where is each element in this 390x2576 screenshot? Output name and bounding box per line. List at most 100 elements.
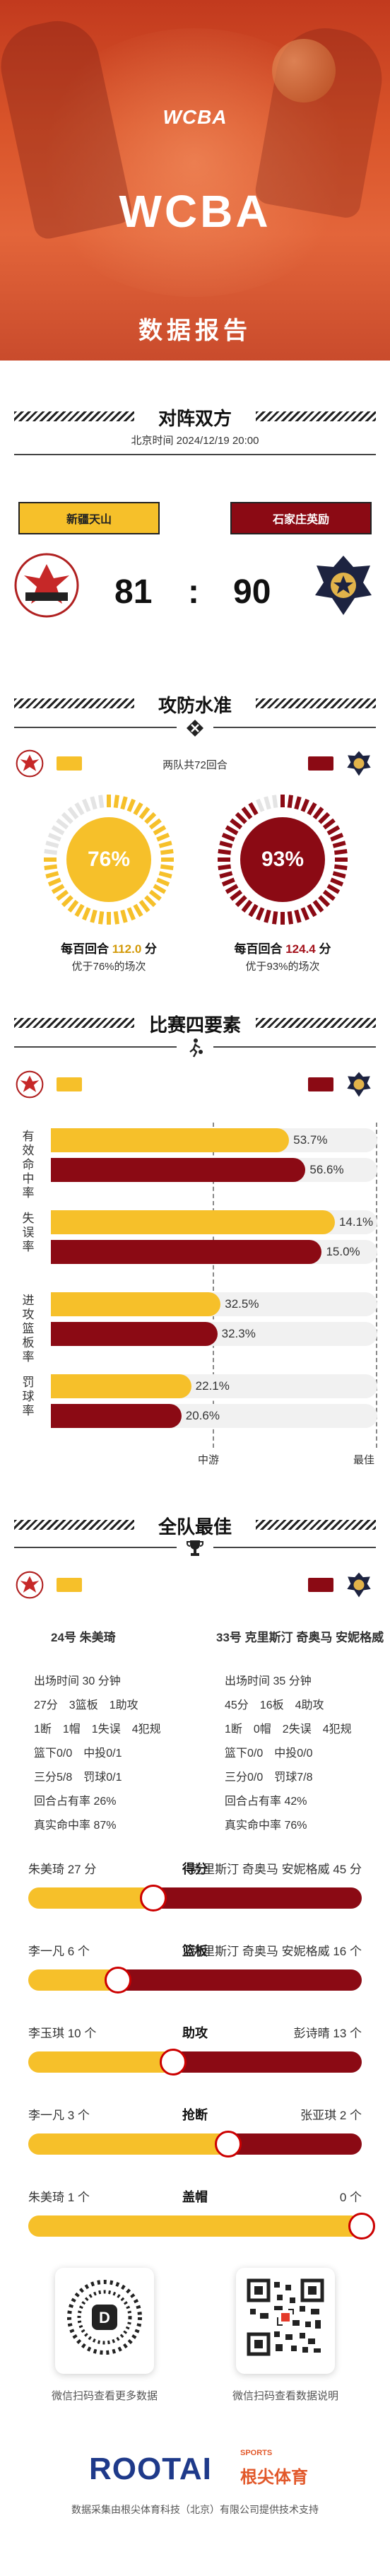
gauge-tick (158, 871, 172, 879)
gauge-tick (160, 849, 174, 855)
compare-stat-label: 盖帽 (182, 2190, 208, 2204)
team2-factor-bar (51, 1158, 306, 1182)
compare-left-player: 李玉琪 10 个 (28, 2027, 97, 2040)
team1-gauge-value: 76% (66, 817, 151, 902)
gauge-tick (126, 798, 136, 812)
player-stat-line: 真实命中率 87% (34, 1820, 117, 1832)
hero-subtitle: 数据报告 (138, 317, 252, 344)
team1-color-swatch (57, 1077, 82, 1091)
compare-stat-label: 抢断 (182, 2108, 208, 2122)
gauge-tick (235, 895, 247, 908)
section-hatch-left (14, 1520, 134, 1530)
section-hatch-right (256, 411, 376, 421)
gauge-tick (153, 884, 167, 894)
gauge-tick (318, 812, 331, 824)
offense-defense-title: 攻防水准 (158, 695, 232, 716)
compare-bar (28, 2051, 362, 2073)
gauge-tick (221, 877, 235, 886)
gauge-tick (248, 802, 259, 816)
team1-per100-unit: 分 (145, 942, 158, 956)
player-stat-line: 三分5/8 罚球0/1 (34, 1772, 122, 1784)
team1-per100-label: 每百回合 (60, 942, 109, 956)
gauge-tick (98, 795, 105, 809)
team1-name: 新疆天山 (66, 514, 112, 526)
gauge-tick (230, 818, 243, 830)
gauge-tick (156, 833, 170, 842)
team2-factor-bar (51, 1240, 322, 1264)
factor-value: 32.5% (225, 1297, 259, 1311)
factor-value: 14.1% (338, 1215, 374, 1229)
player-stat-line: 真实命中率 76% (225, 1820, 307, 1832)
team2-per100-label: 每百回合 (234, 942, 283, 956)
factor-track: 32.3% (51, 1322, 377, 1346)
gauge-tick (287, 911, 293, 925)
gauge-tick (67, 807, 79, 820)
brand-cn: 根尖体育 (240, 2468, 308, 2487)
player-stat-line: 27分 3篮板 1助攻 (34, 1699, 138, 1711)
gauge-tick (322, 818, 336, 830)
divider-right (213, 727, 376, 728)
gauge-tick (332, 871, 346, 879)
qr-card-2[interactable] (236, 2268, 335, 2374)
team2-name-box: 石家庄英励 (230, 502, 372, 534)
section-hatch-left (14, 698, 134, 708)
gauge-tick (218, 849, 232, 855)
team2-percentile-gauge (218, 795, 348, 925)
compare-right-player: 彭诗晴 13 个 (293, 2027, 362, 2040)
gauge-tick (98, 911, 105, 925)
gauge-tick (156, 877, 170, 886)
basketball-graphic (272, 39, 336, 103)
gauge-tick (272, 795, 278, 809)
factor-track: 56.6% (51, 1158, 377, 1182)
divider-left (14, 1046, 177, 1048)
qr1-caption: 微信扫码查看更多数据 (51, 2390, 158, 2402)
qr-card-1[interactable]: D (55, 2268, 154, 2374)
gauge-tick (294, 909, 302, 923)
team2-color-swatch (308, 1077, 333, 1091)
axis-best-label: 最佳 (353, 1454, 375, 1466)
gauge-tick (235, 812, 247, 824)
four-factors-title: 比赛四要素 (148, 1014, 241, 1036)
compare-stat-label: 助攻 (182, 2026, 208, 2040)
score-separator: : (188, 573, 199, 611)
compare-split-marker (215, 2131, 242, 2158)
axis-mid-label: 中游 (198, 1454, 220, 1466)
divider (14, 454, 376, 455)
gauge-tick (45, 871, 59, 879)
gauge-tick (333, 864, 348, 870)
team1-factor-bar (51, 1374, 191, 1398)
gauge-tick (90, 909, 98, 923)
section-hatch-right (256, 1018, 376, 1028)
gauge-tick (248, 903, 259, 918)
factor-track: 22.1% (51, 1374, 377, 1398)
qr-code-data-note-icon (247, 2278, 324, 2356)
gauge-tick (256, 907, 265, 921)
gauge-tick (326, 825, 341, 836)
gauge-tick (148, 889, 162, 901)
compare-left-player: 李一凡 6 个 (28, 1945, 90, 1958)
factor-track: 53.7% (51, 1128, 377, 1152)
brand-tag: SPORTS (240, 2449, 273, 2457)
player-stat-line: 三分0/0 罚球7/8 (225, 1772, 313, 1784)
divider-left (14, 1547, 177, 1548)
gauge-tick (44, 864, 58, 870)
gauge-tick (113, 795, 119, 809)
gauge-tick (51, 825, 65, 836)
player-stat-line: 1断 0帽 2失误 4犯规 (225, 1723, 352, 1735)
gauge-tick (56, 889, 69, 901)
gauge-tick (225, 825, 239, 836)
team1-small-logo-icon (16, 749, 44, 778)
team2-small-logo-icon (347, 1072, 371, 1097)
team2-small-logo-icon (347, 751, 371, 776)
gauge-tick (318, 895, 331, 908)
best-player1-name: 24号 朱美琦 (51, 1631, 116, 1644)
player-stat-line: 出场时间 35 分钟 (225, 1675, 312, 1687)
team2-per100-unit: 分 (319, 942, 331, 956)
section-hatch-left (14, 411, 134, 421)
gauge-tick (287, 795, 293, 809)
team2-logo-icon (315, 556, 372, 615)
gauge-tick (144, 895, 157, 908)
gauge-tick (113, 911, 119, 925)
team1-note: 优于76%的场次 (71, 961, 146, 973)
gauge-tick (74, 903, 85, 918)
